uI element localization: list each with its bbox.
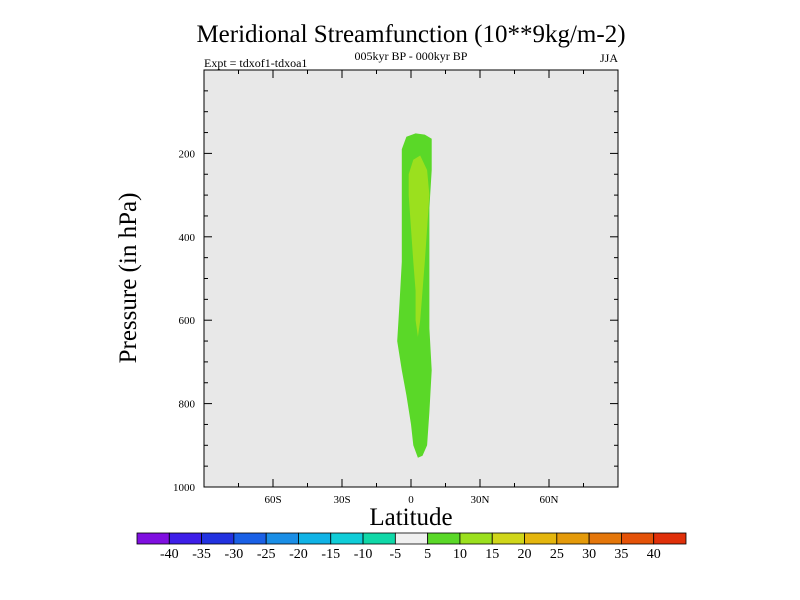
colorbar-label: -35 [192, 547, 211, 562]
x-tick-label: 0 [408, 494, 414, 506]
colorbar-box [298, 532, 332, 545]
plot-area [203, 69, 619, 488]
colorbar-label: -20 [289, 547, 308, 562]
colorbar-box [524, 532, 558, 545]
y-tick-label: 800 [179, 399, 196, 411]
y-tick-label: 600 [179, 315, 196, 327]
colorbar-label: 30 [582, 547, 596, 562]
chart-period: 005kyr BP - 000kyr BP [355, 49, 468, 63]
colorbar-box [362, 532, 396, 545]
x-tick-label: 30S [333, 494, 350, 506]
colorbar-label: -5 [390, 547, 402, 562]
chart-title: Meridional Streamfunction (10**9kg/m-2) [196, 21, 625, 48]
colorbar: -40 -35 -30 -25 -20 -15 -10 -5 5 10 15 20 25 30 35 40 [136, 532, 687, 562]
colorbar-label: -15 [321, 547, 340, 562]
colorbar-label: -25 [257, 547, 276, 562]
x-tick-labels: 60S 30S 0 30N 60N [264, 494, 558, 506]
colorbar-box [621, 532, 655, 545]
colorbar-box [459, 532, 493, 545]
colorbar-label: -40 [160, 547, 179, 562]
colorbar-box [201, 532, 235, 545]
colorbar-label: 5 [424, 547, 431, 562]
colorbar-box [168, 532, 202, 545]
colorbar-label: -30 [225, 547, 244, 562]
colorbar-box [653, 532, 687, 545]
colorbar-box [265, 532, 299, 545]
colorbar-label: 25 [550, 547, 564, 562]
colorbar-box [491, 532, 525, 545]
y-tick-labels: 200 400 600 800 1000 [173, 148, 196, 494]
y-tick-label: 1000 [173, 482, 196, 494]
contour-layer [397, 133, 432, 458]
x-axis-title: Latitude [369, 504, 452, 531]
y-tick-label: 200 [179, 148, 196, 160]
colorbar-box [394, 532, 429, 545]
chart-season: JJA [600, 51, 618, 65]
colorbar-label: -10 [354, 547, 373, 562]
colorbar-box [556, 532, 590, 545]
x-tick-label: 60N [540, 494, 559, 506]
colorbar-label: 10 [453, 547, 467, 562]
colorbar-box [588, 532, 622, 545]
y-axis-title: Pressure (in hPa) [115, 193, 142, 364]
contour-region-2 [408, 155, 430, 337]
colorbar-box [330, 532, 364, 545]
y-tick-label: 400 [179, 232, 196, 244]
chart-experiment: Expt = tdxof1-tdxoa1 [204, 56, 307, 70]
colorbar-label: 20 [518, 547, 532, 562]
colorbar-box [427, 532, 461, 545]
colorbar-label: 40 [647, 547, 661, 562]
colorbar-label: 15 [485, 547, 499, 562]
x-tick-label: 60S [264, 494, 281, 506]
colorbar-label: 35 [614, 547, 628, 562]
colorbar-box [136, 532, 170, 545]
axis-ticks [204, 70, 618, 488]
plot-frame [203, 69, 619, 488]
x-tick-label: 30N [471, 494, 490, 506]
colorbar-box [233, 532, 267, 545]
